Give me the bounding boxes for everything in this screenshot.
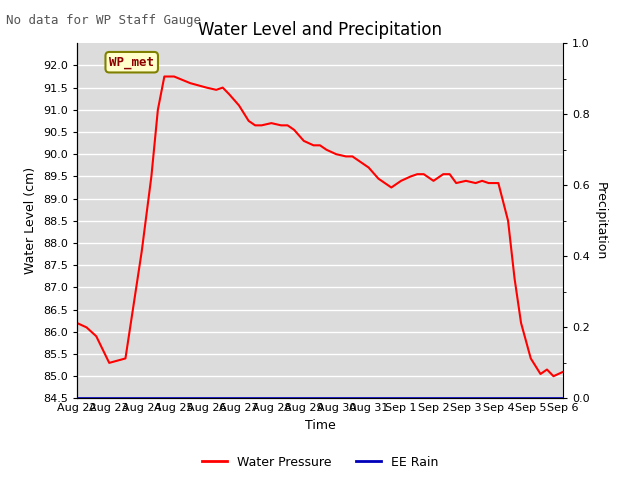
Y-axis label: Precipitation: Precipitation (594, 181, 607, 260)
Title: Water Level and Precipitation: Water Level and Precipitation (198, 21, 442, 39)
X-axis label: Time: Time (305, 419, 335, 432)
Text: No data for WP Staff Gauge: No data for WP Staff Gauge (6, 14, 202, 27)
Legend: Water Pressure, EE Rain: Water Pressure, EE Rain (196, 451, 444, 474)
Text: WP_met: WP_met (109, 56, 154, 69)
Y-axis label: Water Level (cm): Water Level (cm) (24, 167, 37, 275)
